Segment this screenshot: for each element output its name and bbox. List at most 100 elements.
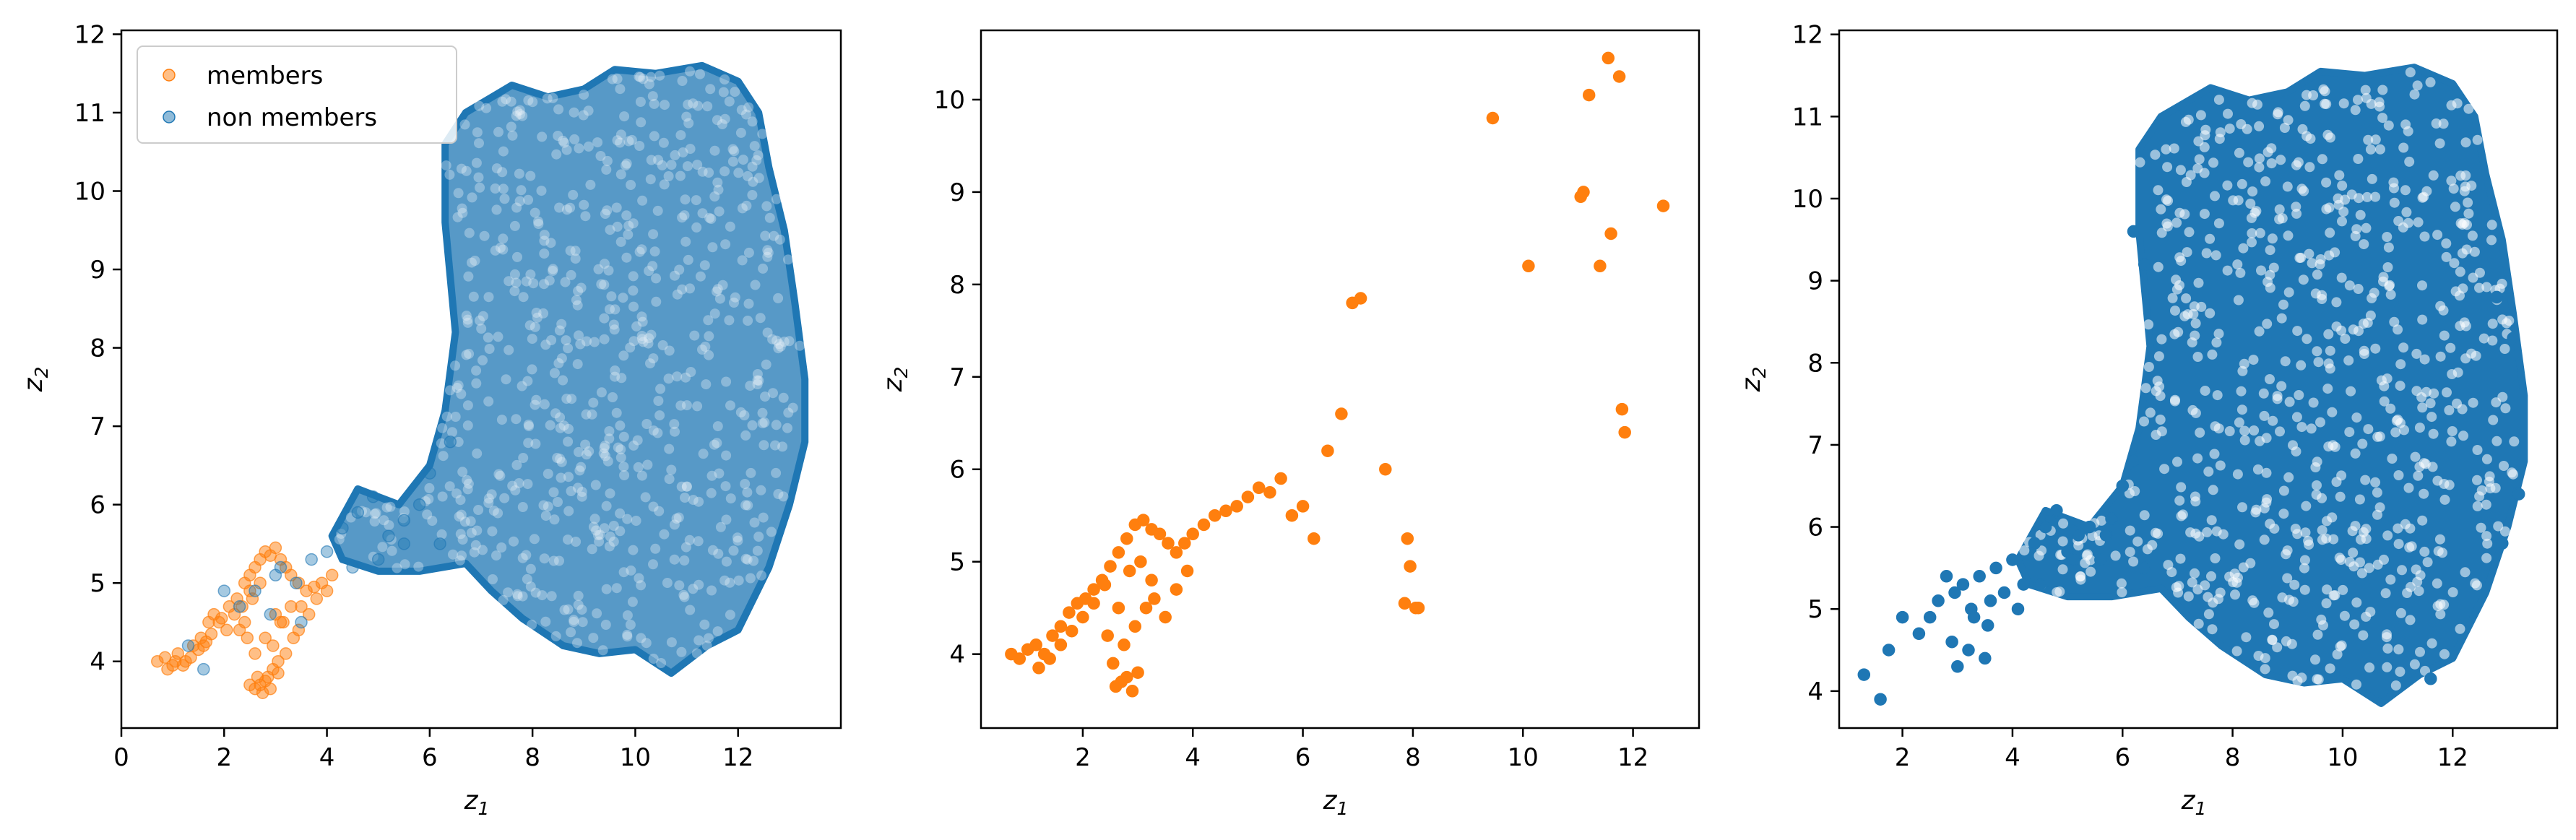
region-texture-gap (634, 573, 644, 584)
region-texture-gap (2393, 523, 2403, 534)
region-texture-gap (386, 545, 397, 556)
point-non-members (2116, 479, 2130, 493)
region-texture-gap (648, 559, 658, 570)
region-texture-gap (2437, 547, 2447, 558)
region-texture-gap (637, 334, 647, 345)
point-members (1296, 500, 1310, 513)
region-texture-gap (2245, 199, 2256, 209)
region-texture-gap (753, 173, 764, 183)
region-texture-gap (569, 107, 579, 118)
region-texture-gap (600, 209, 610, 219)
region-texture-gap (651, 273, 662, 284)
region-texture-gap (697, 208, 708, 219)
region-texture-gap (2358, 630, 2369, 641)
region-texture-gap (779, 337, 790, 347)
region-texture-gap (662, 578, 673, 588)
region-texture-gap (615, 84, 626, 95)
region-texture-gap (2139, 416, 2149, 427)
region-texture-gap (540, 511, 551, 521)
region-texture-gap (2296, 672, 2307, 683)
point-members (1412, 601, 1425, 615)
region-texture-gap (470, 540, 481, 550)
region-texture-gap (450, 360, 460, 371)
region-texture-gap (713, 548, 724, 559)
region-texture-gap (490, 183, 501, 194)
region-texture-gap (2491, 436, 2502, 446)
point-non-members (433, 537, 446, 550)
region-texture-gap (648, 501, 659, 512)
region-texture-gap (2222, 180, 2233, 191)
region-texture-gap (549, 514, 560, 525)
region-texture-gap (595, 151, 606, 161)
region-texture-gap (517, 502, 528, 512)
point-members (1076, 610, 1089, 624)
region-texture-gap (2317, 154, 2328, 165)
x-axis-label: z1 (1323, 786, 1349, 819)
region-texture-gap (420, 496, 431, 506)
region-texture-gap (615, 169, 626, 180)
region-texture-gap (573, 590, 584, 601)
region-texture-gap (572, 300, 583, 311)
region-texture-gap (524, 320, 535, 331)
region-texture-gap (2450, 202, 2460, 212)
region-texture-gap (2463, 103, 2474, 114)
region-texture-gap (2307, 258, 2317, 269)
region-texture-gap (2419, 546, 2430, 557)
region-texture-gap (2361, 191, 2372, 202)
region-texture-gap (2364, 662, 2375, 673)
region-texture-gap (527, 619, 537, 630)
region-texture-gap (2238, 243, 2249, 254)
region-texture-gap (2338, 98, 2349, 109)
region-texture-gap (2265, 282, 2275, 293)
region-texture-gap (582, 336, 592, 347)
region-texture-gap (686, 367, 696, 377)
region-texture-gap (763, 247, 774, 258)
region-texture-gap (538, 500, 549, 511)
region-texture-gap (795, 340, 805, 351)
region-texture-gap (2282, 573, 2293, 584)
region-texture-gap (2393, 539, 2404, 550)
region-texture-gap (2234, 539, 2245, 550)
region-texture-gap (2170, 306, 2180, 316)
region-texture-gap (742, 487, 753, 498)
region-texture-gap (506, 121, 517, 132)
point-members (1230, 500, 1243, 513)
region-texture-gap (2426, 638, 2437, 649)
region-texture-gap (591, 525, 602, 536)
region-texture-gap (2470, 578, 2481, 589)
region-texture-gap (693, 496, 704, 507)
region-texture-gap (2425, 398, 2436, 409)
region-texture-gap (644, 266, 654, 277)
region-texture-gap (345, 512, 356, 523)
region-texture-gap (579, 199, 589, 210)
region-texture-gap (674, 264, 685, 275)
region-texture-gap (476, 324, 487, 334)
region-texture-gap (461, 350, 472, 360)
region-texture-gap (2289, 579, 2300, 590)
region-texture-gap (762, 327, 773, 338)
region-texture-gap (721, 376, 732, 387)
x-tick-label: 10 (2327, 743, 2358, 772)
point-non-members (305, 553, 318, 566)
region-texture-gap (633, 462, 644, 472)
region-texture-gap (479, 230, 490, 241)
region-texture-gap (563, 472, 574, 482)
region-texture-gap (2234, 147, 2244, 158)
region-texture-gap (2447, 426, 2458, 436)
region-texture-gap (2116, 578, 2127, 589)
region-texture-gap (2156, 228, 2167, 238)
region-texture-gap (2254, 121, 2265, 131)
legend: members non members (137, 46, 457, 144)
region-texture-gap (601, 584, 612, 594)
region-texture-gap (2377, 85, 2388, 95)
region-texture-gap (2283, 287, 2294, 298)
region-texture-gap (778, 392, 789, 403)
region-texture-gap (727, 156, 738, 167)
region-texture-gap (522, 573, 532, 584)
region-texture-gap (436, 529, 447, 540)
region-texture-gap (2439, 649, 2450, 659)
point-members (1046, 629, 1059, 642)
region-texture-gap (607, 74, 618, 85)
region-texture-gap (648, 229, 659, 240)
point-non-members (1979, 651, 1992, 665)
